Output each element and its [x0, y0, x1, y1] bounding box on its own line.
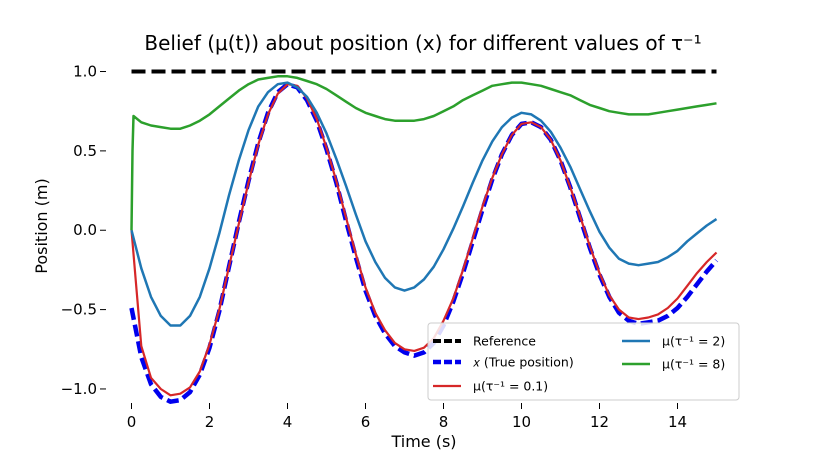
legend-frame [427, 322, 740, 401]
y-tick-label: −1.0 [61, 380, 97, 398]
chart-title: Belief (μ(t)) about position (x) for dif… [144, 31, 701, 55]
y-axis-label: Position (m) [32, 178, 51, 273]
x-tick-label: 2 [205, 413, 215, 431]
mu-tau-2-line [130, 81, 718, 327]
x-tick-label: 12 [590, 413, 609, 431]
series-layer [129, 69, 719, 404]
x-tick-label: 8 [439, 413, 449, 431]
legend-label: μ(τ⁻¹ = 8) [662, 357, 725, 372]
mu-tau-0-1-line [130, 83, 718, 397]
legend-label: μ(τ⁻¹ = 0.1) [473, 379, 548, 394]
x-tick-label: 10 [512, 413, 531, 431]
y-tick-label: 0.5 [73, 142, 97, 160]
legend-label: μ(τ⁻¹ = 2) [662, 334, 725, 349]
x-tick-label: 14 [668, 413, 687, 431]
legend-entries: Reference 𝑥 (True position) μ(τ⁻¹ = 0.1) μ(… [433, 334, 725, 394]
x-tick-label: 4 [283, 413, 293, 431]
x-tick-label: 6 [361, 413, 371, 431]
y-tick-label: 1.0 [73, 63, 97, 81]
legend-label: Reference [473, 334, 536, 349]
y-tick-label: 0.0 [73, 221, 97, 239]
axis-ticks: 0 2 4 6 8 10 12 14 −1.0 −0.5 0.0 0.5 1.0 [61, 63, 687, 431]
x-tick-label: 0 [127, 413, 137, 431]
y-tick-label: −0.5 [61, 301, 97, 319]
x-axis-label: Time (s) [390, 432, 456, 451]
legend: Reference 𝑥 (True position) μ(τ⁻¹ = 0.1) μ(… [427, 322, 740, 401]
legend-label: 𝑥 (True position) [473, 355, 574, 370]
mu-tau-8-line [130, 75, 717, 231]
